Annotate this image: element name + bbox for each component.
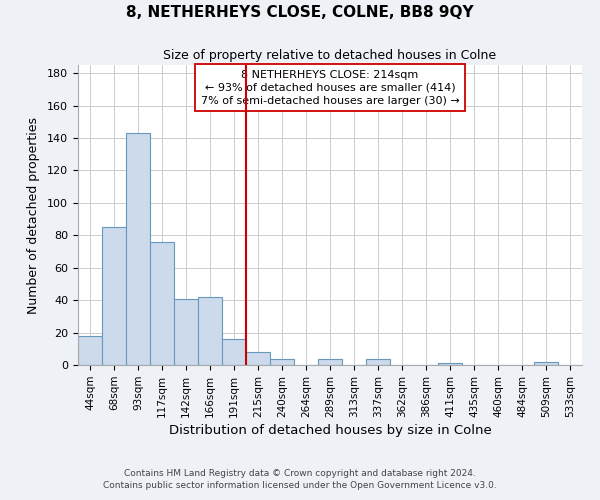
Bar — [102, 227, 126, 365]
Text: 8, NETHERHEYS CLOSE, COLNE, BB8 9QY: 8, NETHERHEYS CLOSE, COLNE, BB8 9QY — [126, 5, 474, 20]
Bar — [534, 362, 558, 365]
Y-axis label: Number of detached properties: Number of detached properties — [27, 116, 40, 314]
Bar — [246, 352, 270, 365]
Bar — [150, 242, 174, 365]
Bar — [438, 364, 462, 365]
Bar — [270, 358, 294, 365]
Bar — [126, 133, 150, 365]
X-axis label: Distribution of detached houses by size in Colne: Distribution of detached houses by size … — [169, 424, 491, 437]
Text: 8 NETHERHEYS CLOSE: 214sqm
← 93% of detached houses are smaller (414)
7% of semi: 8 NETHERHEYS CLOSE: 214sqm ← 93% of deta… — [200, 70, 460, 106]
Title: Size of property relative to detached houses in Colne: Size of property relative to detached ho… — [163, 50, 497, 62]
Bar — [222, 339, 246, 365]
Bar — [78, 336, 102, 365]
Bar — [366, 358, 390, 365]
Text: Contains HM Land Registry data © Crown copyright and database right 2024.
Contai: Contains HM Land Registry data © Crown c… — [103, 468, 497, 490]
Bar — [174, 298, 198, 365]
Bar — [198, 297, 222, 365]
Bar — [318, 358, 342, 365]
